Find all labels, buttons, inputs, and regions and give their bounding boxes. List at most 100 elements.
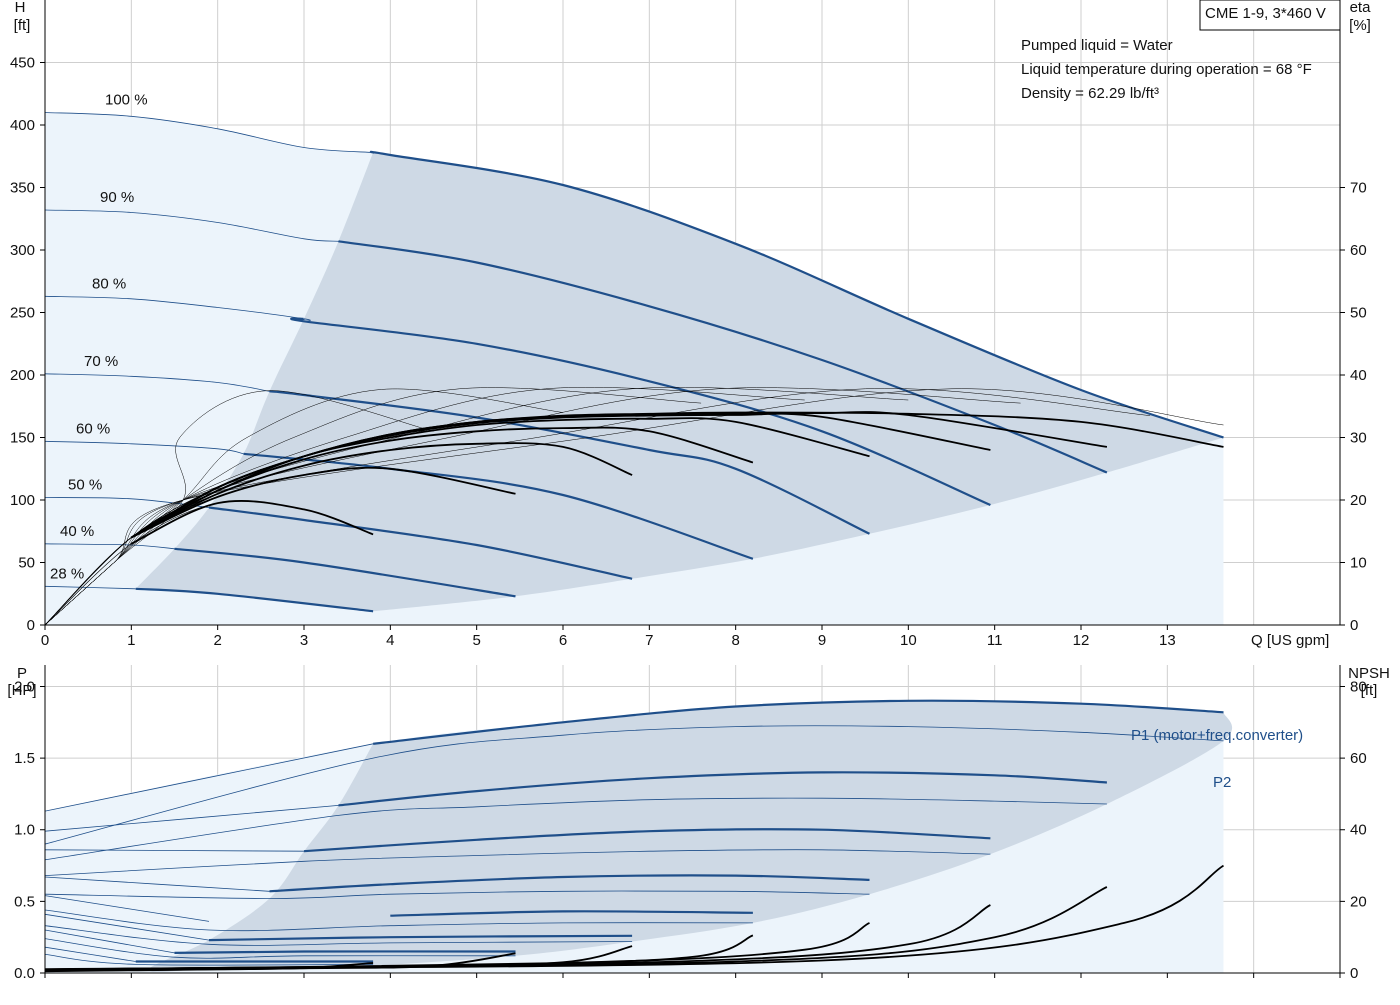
power-y-tick-label: 1.0 (14, 822, 35, 839)
p2-curve (45, 925, 633, 946)
head-curve (135, 587, 374, 613)
flow-x-tick-label: 1 (127, 632, 135, 649)
p1-curve-thin (45, 743, 374, 812)
head-curve-thin (45, 112, 374, 153)
flow-x-tick-label: 6 (559, 632, 567, 649)
flow-axis-label: Q [US gpm] (1251, 632, 1329, 649)
flow-x-tick-label: 8 (731, 632, 739, 649)
head-curve-label: 70 % (84, 353, 118, 370)
flow-x-tick-label: 7 (645, 632, 653, 649)
head-operating-region (45, 112, 1224, 625)
p2-curve (45, 890, 870, 899)
npsh-y-tick-label: 60 (1350, 750, 1367, 767)
p2-curve (45, 849, 991, 876)
npsh-curve (45, 864, 1224, 970)
head-curve-thin (45, 295, 311, 322)
npsh-y-tick-label: 0 (1350, 965, 1358, 982)
head-curve-thin (45, 440, 244, 455)
flow-x-tick-label: 10 (900, 632, 917, 649)
head-curve (338, 240, 1108, 474)
head-y-tick-label: 100 (10, 492, 35, 509)
p1-curve (208, 934, 633, 942)
flow-x-tick-label: 5 (472, 632, 480, 649)
head-curve-label: 50 % (68, 477, 102, 494)
power-y-tick-label: 0.0 (14, 965, 35, 982)
flow-x-tick-label: 12 (1073, 632, 1090, 649)
p1-curve-thin (45, 876, 270, 892)
head-chart-axes: 100 %90 %80 %70 %60 %50 %40 %28 %0501001… (10, 0, 1367, 649)
power-y-tick-label: 1.5 (14, 750, 35, 767)
title-box (1199, 0, 1341, 31)
head-curve-thin (45, 373, 270, 392)
power-y-tick-label: 2.0 (14, 678, 35, 695)
p1-curve (338, 771, 1107, 807)
power-axis-label: P (17, 665, 27, 682)
power-chart-curves (45, 699, 1224, 973)
p2-curve (45, 725, 1224, 845)
head-y-tick-label: 0 (27, 617, 35, 634)
power-operating-region (45, 700, 1233, 973)
flow-x-tick-label: 4 (386, 632, 394, 649)
head-curve-label: 40 % (60, 523, 94, 540)
p2-curve (45, 909, 753, 932)
head-curve (208, 506, 633, 580)
head-y-tick-label: 250 (10, 305, 35, 322)
head-operating-region-fill (135, 151, 1224, 612)
eta-y-tick-label: 50 (1350, 305, 1367, 322)
head-y-tick-label: 350 (10, 180, 35, 197)
p1-curve (372, 699, 1224, 745)
head-curve-label: 90 % (100, 189, 134, 206)
power-axis-unit: [HP] (7, 682, 36, 699)
p2-curve (45, 938, 516, 959)
head-curve (290, 317, 991, 507)
p1-curve-thin (45, 946, 136, 962)
info-density: Density = 62.29 lb/ft³ (1021, 85, 1159, 102)
npsh-y-tick-label: 40 (1350, 822, 1367, 839)
efficiency-curve (130, 466, 516, 539)
npsh-y-tick-label: 20 (1350, 893, 1367, 910)
head-curve (243, 452, 754, 560)
p1-curve (174, 950, 516, 954)
efficiency-fan-line (45, 388, 1224, 626)
p1-curve-thin (45, 929, 175, 954)
p2-label: P2 (1213, 774, 1231, 791)
eta-y-tick-label: 40 (1350, 367, 1367, 384)
p1-curve-thin (45, 895, 210, 922)
head-y-tick-label: 50 (18, 555, 35, 572)
flow-x-tick-label: 2 (213, 632, 221, 649)
head-y-tick-label: 300 (10, 242, 35, 259)
eta-y-tick-label: 0 (1350, 617, 1358, 634)
flow-x-tick-label: 3 (300, 632, 308, 649)
head-curve-label: 28 % (50, 565, 84, 582)
head-curve (174, 547, 516, 598)
power-y-tick-label: 0.5 (14, 893, 35, 910)
flow-x-tick-label: 0 (41, 632, 49, 649)
p1-label: P1 (motor+freq.converter) (1131, 727, 1303, 744)
eta-y-tick-label: 20 (1350, 492, 1367, 509)
head-curve-label: 80 % (92, 275, 126, 292)
p1-curve-thin (45, 849, 305, 852)
head-curve (369, 150, 1224, 439)
head-curve-label: 100 % (105, 92, 148, 109)
head-curve-thin (45, 543, 175, 550)
flow-x-tick-label: 9 (818, 632, 826, 649)
power-operating-region-fill (148, 700, 1233, 973)
flow-x-tick-label: 13 (1159, 632, 1176, 649)
npsh-y-tick-label: 80 (1350, 678, 1367, 695)
flow-x-tick-label: 11 (987, 632, 1003, 649)
p2-curve (45, 954, 374, 966)
eta-y-tick-label: 70 (1350, 180, 1367, 197)
eta-y-tick-label: 10 (1350, 555, 1367, 572)
efficiency-curve (130, 442, 633, 539)
eta-y-tick-label: 60 (1350, 242, 1367, 259)
head-chart-curves (45, 112, 1224, 626)
p1-curve (269, 874, 870, 893)
npsh-axis-unit: [ft] (1361, 682, 1378, 699)
p1-curve (303, 828, 991, 853)
head-y-tick-label: 200 (10, 367, 35, 384)
eta-axis-label: eta (1350, 0, 1372, 16)
npsh-axis-label: NPSH (1348, 665, 1390, 682)
efficiency-curve (130, 411, 1224, 539)
